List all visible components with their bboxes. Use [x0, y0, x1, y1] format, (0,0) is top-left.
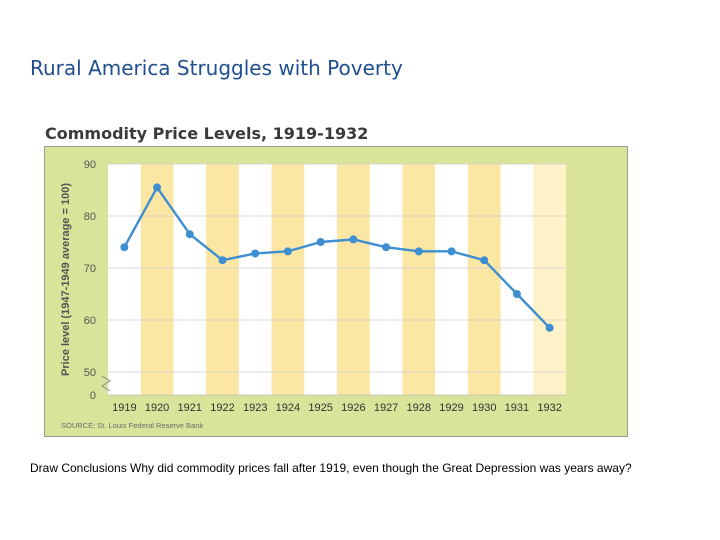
- y-tick-label: 60: [84, 315, 96, 327]
- x-tick-label: 1925: [308, 402, 332, 414]
- x-tick-label: 1928: [407, 402, 431, 414]
- x-tick-label: 1922: [210, 402, 234, 414]
- data-point: [120, 243, 129, 252]
- x-tick-label: 1921: [178, 402, 202, 414]
- data-point: [414, 247, 423, 256]
- data-point: [218, 256, 227, 265]
- data-point: [251, 249, 260, 258]
- y-tick-label: 80: [84, 211, 96, 223]
- x-tick-label: 1929: [439, 402, 463, 414]
- data-point: [480, 256, 489, 265]
- question-caption: Draw Conclusions Why did commodity price…: [30, 461, 632, 475]
- chart-title: Commodity Price Levels, 1919-1932: [45, 124, 369, 143]
- axis-break: [101, 375, 111, 392]
- chart-frame: 50 60 70 80 90 0 Price level (1947-1949 averag…: [44, 146, 628, 437]
- data-point: [382, 243, 391, 252]
- data-point: [447, 247, 456, 256]
- y-tick-label: 70: [84, 263, 96, 275]
- year-band: [140, 164, 174, 395]
- year-band: [533, 164, 566, 395]
- year-band: [402, 164, 436, 395]
- data-point: [316, 238, 325, 246]
- y-tick-label: 90: [84, 159, 96, 171]
- x-tick-label: 1932: [537, 402, 561, 414]
- x-tick-label: 1927: [374, 402, 398, 414]
- year-band: [271, 164, 305, 395]
- y-axis-label: Price level (1947-1949 average = 100): [60, 183, 72, 376]
- x-tick-label: 1930: [472, 402, 496, 414]
- slide-title: Rural America Struggles with Poverty: [30, 56, 403, 80]
- y-tick-label: 50: [84, 367, 96, 379]
- source-note: SOURCE: St. Louis Federal Reserve Bank: [61, 421, 203, 430]
- line-chart: 50 60 70 80 90 0 Price level (1947-1949 averag…: [60, 159, 566, 430]
- data-point: [185, 230, 194, 239]
- year-band: [467, 164, 501, 395]
- y-tick-label-zero: 0: [90, 390, 96, 402]
- x-tick-label: 1926: [341, 402, 365, 414]
- data-point: [545, 323, 554, 332]
- data-point: [153, 183, 162, 192]
- x-tick-label: 1924: [276, 402, 300, 414]
- data-point: [512, 290, 521, 298]
- x-tick-label: 1931: [505, 402, 529, 414]
- x-tick-label: 1923: [243, 402, 267, 414]
- year-band: [206, 164, 239, 395]
- x-tick-label: 1920: [145, 402, 169, 414]
- series-line: [123, 186, 551, 329]
- data-point: [283, 247, 292, 256]
- data-point: [349, 235, 358, 244]
- x-tick-label: 1919: [112, 402, 136, 414]
- year-band: [337, 164, 370, 395]
